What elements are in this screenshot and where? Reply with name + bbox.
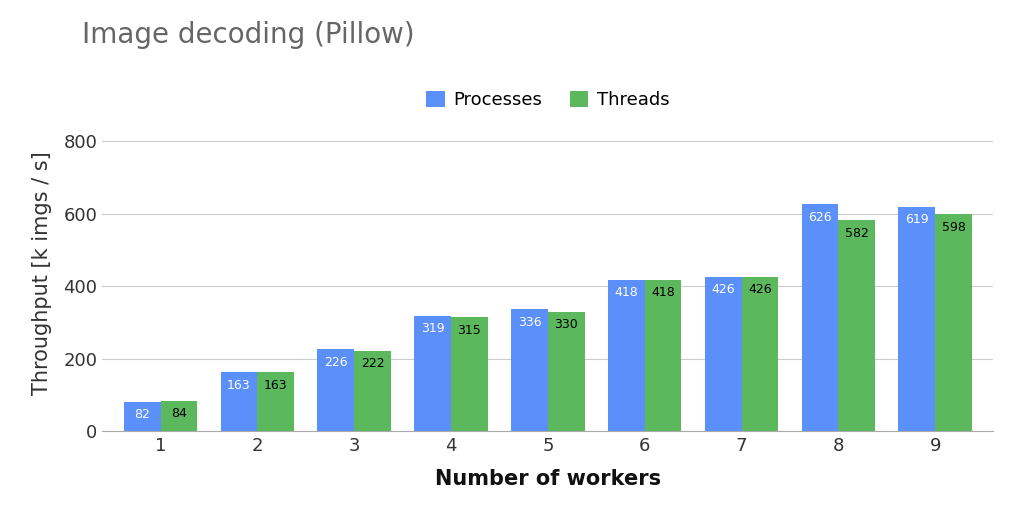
Text: Image decoding (Pillow): Image decoding (Pillow) <box>82 21 415 49</box>
Bar <box>741 277 778 431</box>
Bar <box>705 277 741 431</box>
Bar <box>124 401 161 431</box>
Text: 330: 330 <box>554 318 579 331</box>
Bar <box>161 401 198 431</box>
Bar <box>414 316 451 431</box>
Text: 226: 226 <box>324 356 347 369</box>
Text: 418: 418 <box>651 286 675 299</box>
Bar <box>898 207 935 431</box>
Text: 619: 619 <box>905 214 929 226</box>
Bar <box>802 204 839 431</box>
Text: 582: 582 <box>845 227 868 240</box>
X-axis label: Number of workers: Number of workers <box>435 469 660 489</box>
Text: 598: 598 <box>942 221 966 234</box>
Text: 626: 626 <box>808 211 831 224</box>
Bar <box>220 372 257 431</box>
Bar <box>548 311 585 431</box>
Text: 82: 82 <box>134 408 151 421</box>
Bar <box>935 215 972 431</box>
Bar <box>317 349 354 431</box>
Text: 319: 319 <box>421 322 444 335</box>
Bar <box>511 309 548 431</box>
Text: 163: 163 <box>264 379 288 392</box>
Text: 315: 315 <box>458 323 481 337</box>
Bar <box>608 280 645 431</box>
Text: 222: 222 <box>360 357 384 370</box>
Text: 426: 426 <box>749 284 772 296</box>
Bar <box>839 220 876 431</box>
Bar <box>257 372 294 431</box>
Text: 163: 163 <box>227 379 251 392</box>
Text: 418: 418 <box>614 286 638 299</box>
Text: 336: 336 <box>517 316 542 329</box>
Bar <box>645 280 682 431</box>
Y-axis label: Throughput [k imgs / s]: Throughput [k imgs / s] <box>33 151 52 396</box>
Legend: Processes, Threads: Processes, Threads <box>419 84 677 116</box>
Bar <box>451 317 487 431</box>
Bar <box>354 351 391 431</box>
Text: 426: 426 <box>712 284 735 296</box>
Text: 84: 84 <box>171 407 186 420</box>
